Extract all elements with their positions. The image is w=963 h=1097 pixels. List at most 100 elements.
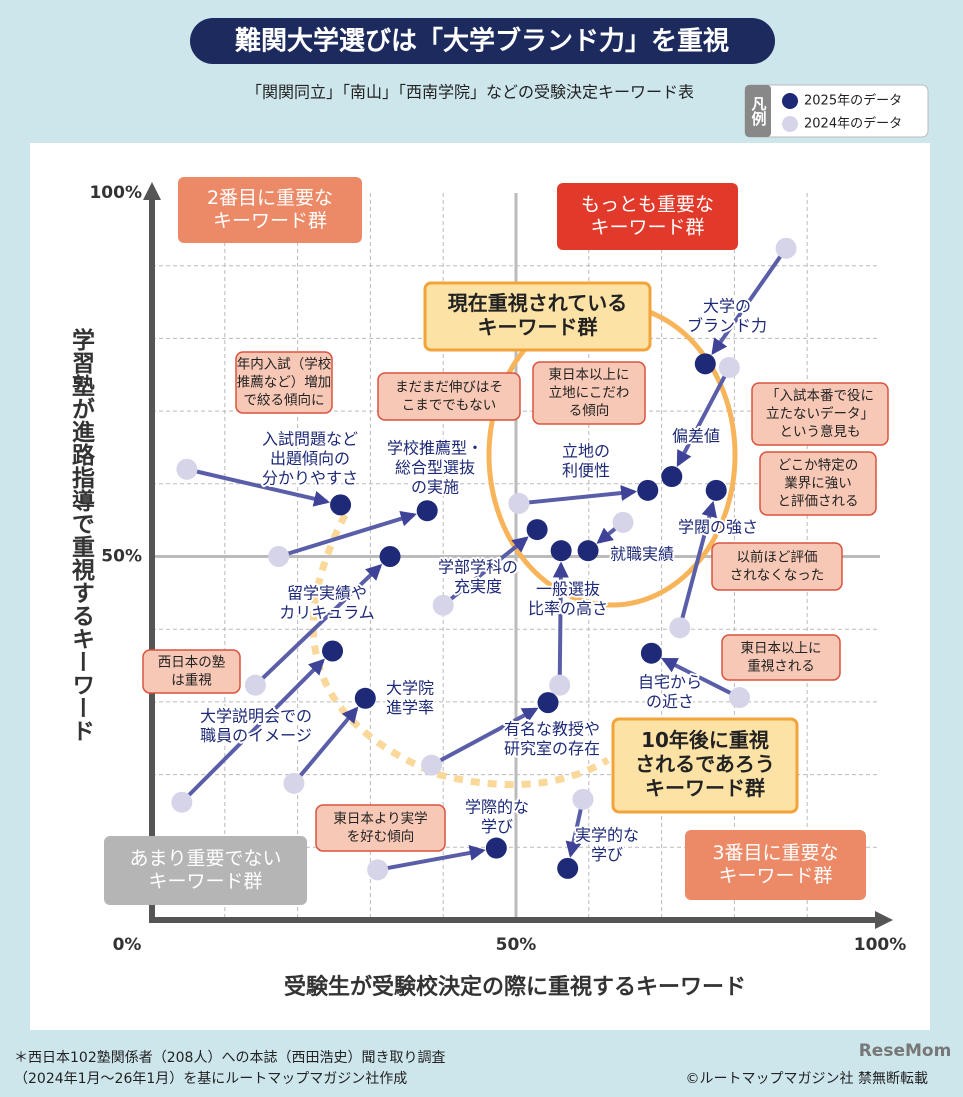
point bbox=[354, 687, 376, 709]
keyword-label: の近さ bbox=[646, 692, 694, 711]
title: 難関大学選びは「大学ブランド力」を重視 bbox=[235, 26, 729, 57]
callout-text: を好む傾向 bbox=[347, 829, 415, 845]
callout-text: こまででもない bbox=[402, 398, 497, 414]
change-arrow bbox=[676, 366, 732, 467]
zone-box bbox=[685, 830, 866, 900]
zone-box bbox=[557, 183, 738, 250]
callout-box bbox=[235, 351, 333, 414]
callout-box bbox=[711, 542, 843, 591]
point bbox=[572, 788, 594, 810]
copyright: ©ルートマップマガジン社 禁無断転載 bbox=[686, 1071, 928, 1087]
callout-text: と評価される bbox=[778, 494, 859, 510]
callout-text: る傾向 bbox=[569, 403, 610, 419]
point bbox=[485, 837, 507, 859]
change-arrow bbox=[292, 706, 359, 785]
keyword-label: 研究室の存在 bbox=[504, 739, 600, 758]
callout-text: されなくなった bbox=[730, 568, 825, 584]
footnote: （2024年1月〜26年1月）を基にルートマップマガジン社作成 bbox=[14, 1070, 407, 1087]
point bbox=[640, 642, 662, 664]
point bbox=[367, 859, 389, 881]
subtitle: 「関関同立」「南山」「西南学院」などの受験決定キーワード表 bbox=[246, 83, 694, 102]
keyword-label: 学び bbox=[591, 845, 623, 864]
keyword-label: 学部学科の bbox=[438, 558, 518, 577]
point bbox=[508, 492, 530, 514]
change-arrow bbox=[711, 247, 788, 355]
change-arrow bbox=[278, 510, 417, 559]
x-tick-label: 0% bbox=[113, 935, 142, 955]
point bbox=[244, 674, 266, 696]
callout-text: 東日本以上に bbox=[549, 367, 630, 383]
zone-box bbox=[423, 281, 652, 352]
zone-box bbox=[104, 836, 307, 905]
point bbox=[718, 356, 740, 378]
change-arrow bbox=[552, 561, 569, 686]
callout-text: どこか特定の bbox=[778, 458, 859, 474]
keyword-label: 実学的な bbox=[575, 826, 639, 845]
keyword-label: 総合型選抜 bbox=[395, 458, 475, 477]
zone-label: キーワード群 bbox=[590, 217, 704, 239]
zone-label: 10年後に重視 bbox=[641, 728, 769, 752]
zone-label: 2番目に重要な bbox=[207, 187, 333, 209]
zone-label: キーワード群 bbox=[148, 871, 262, 893]
legend-marker bbox=[782, 93, 798, 109]
keyword-label: 出題傾向の bbox=[270, 449, 350, 468]
keyword-label: 入試問題など bbox=[262, 430, 358, 449]
callout-text: 立たないデータ」 bbox=[766, 405, 874, 422]
callout-text: 立地にこだわ bbox=[549, 385, 630, 401]
point bbox=[705, 479, 727, 501]
callout-box bbox=[721, 634, 841, 681]
keyword-label: の実施 bbox=[411, 478, 459, 497]
legend-title: 凡例 bbox=[750, 96, 768, 127]
callout-text: 西日本の塾 bbox=[158, 655, 226, 671]
point bbox=[728, 687, 750, 709]
change-arrow bbox=[180, 658, 325, 804]
point bbox=[432, 594, 454, 616]
keyword-label: 就職実績 bbox=[610, 545, 674, 564]
change-arrow bbox=[661, 657, 741, 700]
callout-text: は重視 bbox=[171, 673, 212, 689]
change-arrow bbox=[253, 563, 383, 687]
callout-text: まだまだ伸びはそ bbox=[395, 380, 503, 396]
y-tick-label: 100% bbox=[89, 183, 142, 203]
zone-box bbox=[178, 177, 362, 243]
change-arrow bbox=[430, 707, 539, 767]
zone-label: もっとも重要な bbox=[581, 194, 714, 216]
keyword-label: 自宅から bbox=[638, 673, 702, 692]
x-tick-label: 50% bbox=[496, 935, 537, 955]
callout-text: 推薦など）増加 bbox=[237, 375, 332, 391]
zone-box bbox=[611, 717, 799, 814]
point bbox=[612, 511, 634, 533]
point bbox=[171, 791, 193, 813]
keyword-label: 職員のイメージ bbox=[200, 726, 312, 745]
callout-box bbox=[759, 451, 877, 516]
point bbox=[379, 546, 401, 567]
point bbox=[637, 479, 659, 501]
point bbox=[577, 540, 599, 562]
change-arrow bbox=[441, 536, 529, 607]
point bbox=[775, 237, 797, 259]
callout-box bbox=[315, 804, 446, 852]
keyword-label: 有名な教授や bbox=[504, 720, 600, 739]
point bbox=[330, 494, 352, 516]
keyword-label: 比率の高さ bbox=[528, 599, 608, 618]
x-axis-label: 受験生が受験校決定の際に重視するキーワード bbox=[284, 974, 746, 1000]
point bbox=[268, 546, 290, 567]
keyword-label: 学び bbox=[481, 817, 513, 836]
keyword-label: 偏差値 bbox=[672, 427, 720, 446]
zone-label: あまり重要でない bbox=[129, 848, 281, 870]
title-pill bbox=[190, 18, 775, 64]
change-arrow bbox=[377, 845, 486, 872]
legend-label: 2024年のデータ bbox=[804, 116, 902, 132]
zone-label: 現在重視されている bbox=[448, 291, 627, 315]
zone-label: キーワード群 bbox=[718, 865, 832, 887]
point bbox=[537, 692, 559, 714]
keyword-label: 大学説明会での bbox=[200, 707, 312, 726]
change-arrow bbox=[518, 485, 638, 506]
keyword-label: 大学の bbox=[703, 297, 751, 316]
callout-text: 以前ほど評価 bbox=[737, 549, 818, 566]
point bbox=[421, 754, 443, 776]
keyword-label: 大学院 bbox=[386, 679, 434, 698]
x-tick-label: 100% bbox=[854, 935, 907, 955]
change-arrow bbox=[677, 500, 718, 629]
